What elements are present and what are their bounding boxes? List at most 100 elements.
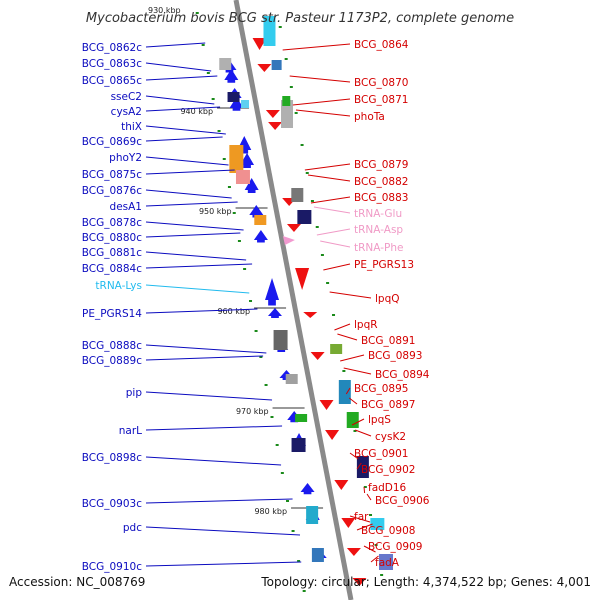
left-gene-label: PE_PGRS14: [82, 308, 142, 320]
reverse-gene-arrow: [300, 483, 315, 495]
cog-block: [295, 414, 308, 422]
cog-block: [291, 188, 304, 202]
ring-tick: [302, 590, 306, 592]
left-leader-line: [145, 169, 235, 175]
cog-block: [229, 145, 244, 173]
right-leader-line: [334, 323, 351, 331]
left-gene-label: BCG_0903c: [82, 498, 142, 510]
forward-gene-arrow: [257, 64, 272, 72]
right-gene-label: far: [354, 511, 369, 523]
cog-block: [297, 210, 312, 224]
right-gene-label: lpqR: [354, 319, 378, 331]
cog-block: [379, 554, 394, 570]
ring-tick: [278, 26, 282, 28]
leader-lines: [145, 42, 379, 567]
left-gene-label: BCG_0881c: [82, 247, 142, 259]
scale-label: 960 kbp: [217, 307, 250, 316]
ring-tick: [222, 158, 226, 160]
right-gene-label: BCG_0871: [354, 94, 408, 106]
right-gene-label: BCG_0895: [354, 383, 408, 395]
right-gene-label: fadA: [375, 557, 400, 569]
ring-tick: [201, 44, 205, 46]
ring-tick: [305, 172, 309, 174]
forward-gene-arrow: [303, 312, 318, 318]
left-leader-line: [145, 156, 229, 166]
scale-label: 970 kbp: [236, 407, 269, 416]
topology-text: Topology: circular; Length: 4,374,522 bp…: [260, 575, 591, 589]
left-leader-line: [145, 344, 267, 354]
ring-tick: [374, 544, 378, 546]
ring-tick: [297, 560, 301, 562]
scale-label: 980 kbp: [254, 507, 287, 516]
cog-block: [241, 100, 250, 108]
left-leader-line: [145, 201, 238, 207]
forward-gene-arrow: [252, 38, 267, 50]
scale-label-top-partial: 930 kbp: [148, 6, 181, 15]
right-leader-line: [307, 174, 351, 182]
trna-marker: [282, 236, 295, 245]
forward-gene-arrow: [352, 578, 367, 586]
left-leader-line: [145, 42, 206, 48]
left-leader-line: [145, 251, 247, 261]
ring-tick: [363, 486, 367, 488]
forward-gene-arrow: [310, 352, 325, 360]
ring-tick: [254, 330, 258, 332]
ring-tick: [275, 444, 279, 446]
right-gene-label: BCG_0906: [375, 495, 430, 507]
left-gene-label: BCG_0889c: [82, 355, 142, 367]
left-leader-line: [145, 106, 221, 112]
reverse-gene-arrow: [244, 178, 259, 193]
left-leader-line: [145, 526, 301, 536]
left-leader-line: [145, 221, 244, 231]
right-leader-line: [349, 515, 371, 523]
ring-tick: [217, 130, 221, 132]
forward-gene-arrow: [346, 548, 361, 556]
ring-tick: [310, 200, 314, 202]
left-leader-line: [145, 75, 218, 81]
left-leader-line: [145, 189, 232, 199]
left-gene-label: narL: [119, 425, 142, 437]
forward-gene-arrow: [334, 480, 349, 490]
cog-block: [281, 100, 294, 128]
ring-tick: [369, 514, 373, 516]
right-gene-label: phoTa: [354, 111, 385, 123]
forward-gene-arrow: [265, 110, 280, 118]
reverse-gene-arrow: [240, 153, 255, 168]
right-gene-label: fadD16: [368, 482, 407, 494]
gene-labels: BCG_0862c BCG_0863c BCG_0865c sseC2 cysA2 thi…: [82, 39, 430, 573]
ring-tick: [259, 356, 263, 358]
right-leader-line: [348, 397, 358, 405]
right-leader-line: [366, 493, 372, 501]
right-leader-line: [349, 452, 359, 460]
reverse-gene-arrow: [229, 97, 244, 111]
ring-tick: [315, 226, 319, 228]
ring-tick: [227, 186, 231, 188]
left-leader-line: [145, 263, 253, 269]
right-gene-label: BCG_0879: [354, 159, 408, 171]
forward-gene-arrow: [341, 518, 356, 528]
left-gene-label: cysA2: [111, 106, 142, 118]
right-gene-label: cysK2: [375, 431, 406, 443]
ring-tick: [270, 416, 274, 418]
right-leader-line: [337, 333, 358, 341]
right-leader-line: [355, 429, 372, 437]
right-leader-line: [345, 387, 351, 395]
right-gene-label: BCG_0894: [375, 369, 430, 381]
left-gene-label: BCG_0875c: [82, 169, 142, 181]
right-gene-label: BCG_0882: [354, 176, 408, 188]
right-leader-line: [356, 523, 373, 531]
left-gene-label: BCG_0865c: [82, 75, 142, 87]
left-gene-label: BCG_0869c: [82, 136, 142, 148]
ring-tick: [237, 240, 241, 242]
left-leader-line: [145, 125, 226, 135]
forward-gene-arrow: [295, 268, 310, 290]
forward-gene-arrow: [268, 122, 283, 130]
right-gene-label: BCG_0893: [368, 350, 422, 362]
ring-tick: [249, 300, 253, 302]
right-gene-label: BCG_0909: [368, 541, 422, 553]
cog-block: [356, 456, 369, 478]
right-gene-label: tRNA-Asp: [354, 224, 403, 236]
ring-tick: [243, 268, 247, 270]
cog-block: [291, 438, 306, 452]
